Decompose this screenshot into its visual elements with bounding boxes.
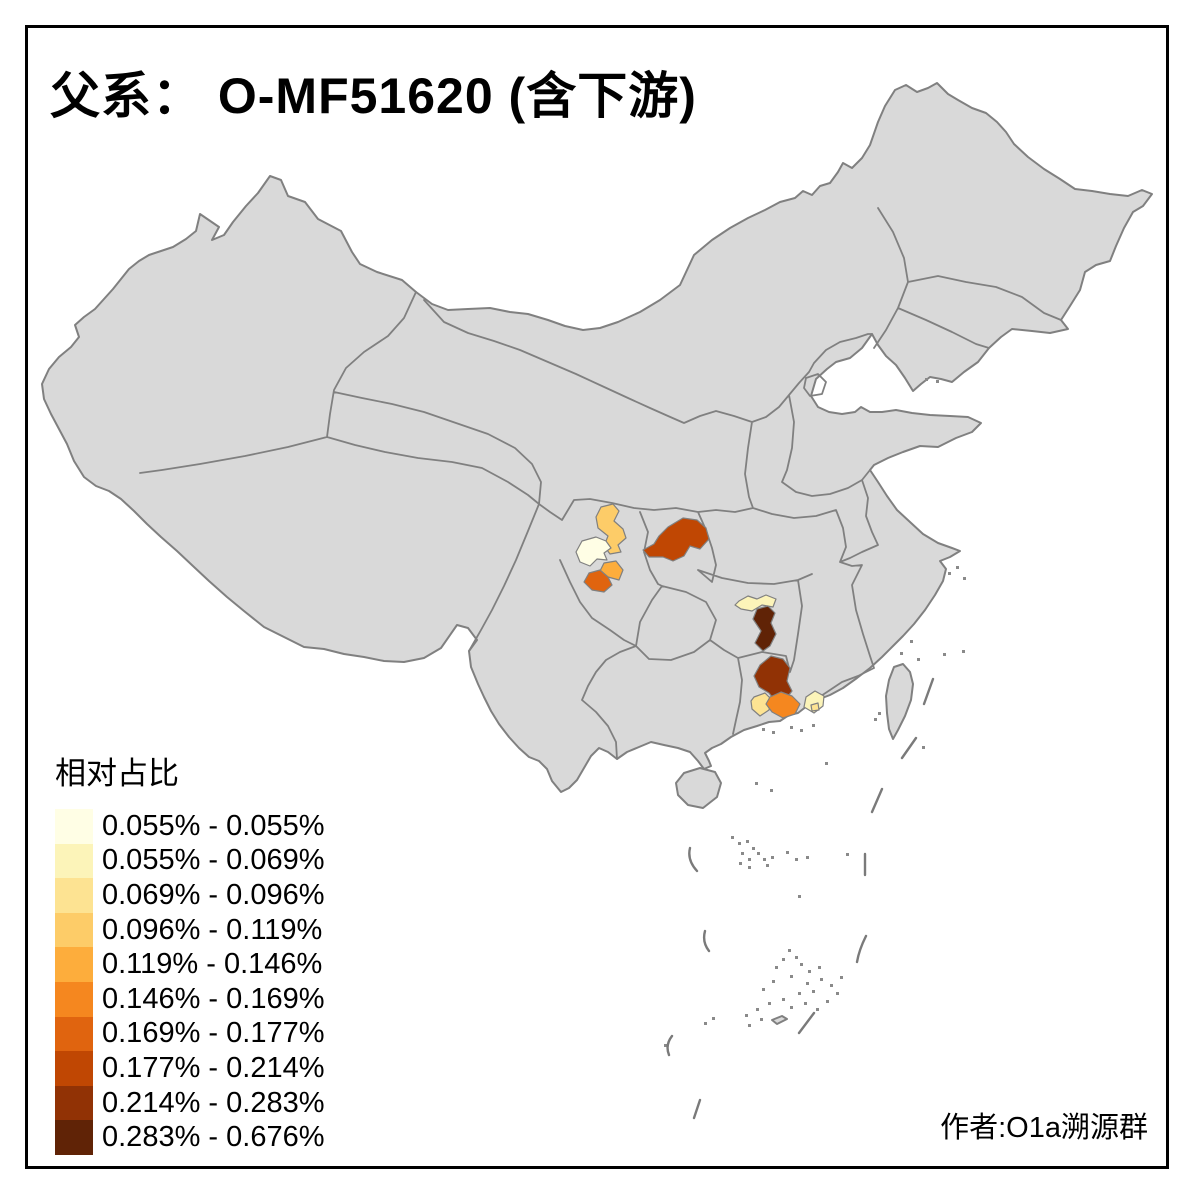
- legend-swatch: [55, 912, 93, 948]
- page-title: 父系： O-MF51620 (含下游): [50, 68, 697, 124]
- province-borders: [139, 207, 1062, 760]
- legend-label: 0.055% - 0.055%: [102, 809, 325, 842]
- region-guangdong-west: [750, 692, 772, 717]
- legend-item: 0.169% - 0.177%: [55, 1016, 325, 1052]
- region-guangdong-east-inner: [810, 702, 820, 712]
- legend-label: 0.283% - 0.676%: [102, 1121, 325, 1154]
- legend-label: 0.146% - 0.169%: [102, 982, 325, 1015]
- legend-item: 0.119% - 0.146%: [55, 947, 324, 982]
- region-hunan-central: [752, 605, 777, 652]
- region-sichuan-north: [595, 503, 627, 555]
- legend-item: 0.055% - 0.069%: [55, 843, 325, 879]
- legend-item: 0.283% - 0.676%: [55, 1120, 324, 1155]
- region-chongqing: [642, 517, 710, 562]
- legend-swatch: [55, 1085, 93, 1121]
- legend-swatch: [55, 843, 93, 879]
- region-hunan-north: [734, 594, 777, 612]
- legend-title: 相对占比: [55, 756, 179, 791]
- hainan-island: [675, 767, 722, 809]
- legend-item: 0.214% - 0.283%: [55, 1085, 325, 1121]
- legend-swatch: [55, 981, 93, 1017]
- legend-item: 0.146% - 0.169%: [55, 981, 325, 1017]
- region-chengdu-southwest: [583, 569, 613, 593]
- legend-item: 0.096% - 0.119%: [55, 912, 324, 948]
- legend-item: 0.069% - 0.096%: [55, 878, 324, 913]
- legend-swatch: [55, 947, 93, 982]
- legend-label: 0.169% - 0.177%: [102, 1017, 325, 1050]
- legend-item: 0.055% - 0.055%: [55, 809, 324, 844]
- legend-item: 0.177% - 0.214%: [55, 1051, 324, 1086]
- legend-label: 0.069% - 0.096%: [102, 878, 325, 911]
- legend-label: 0.055% - 0.069%: [102, 844, 325, 877]
- spratly-islet: [771, 1015, 788, 1025]
- legend-swatch: [55, 1120, 93, 1155]
- mainland-china: [41, 82, 1153, 793]
- colored-regions: [575, 503, 825, 719]
- legend-label: 0.096% - 0.119%: [102, 913, 323, 946]
- region-sichuan-west: [575, 536, 612, 567]
- legend-swatch: [55, 1016, 93, 1052]
- taiwan-island: [885, 663, 914, 740]
- legend-swatch: [55, 1051, 93, 1086]
- legend-label: 0.119% - 0.146%: [102, 948, 323, 981]
- legend-swatch: [55, 809, 93, 844]
- legend-label: 0.214% - 0.283%: [102, 1086, 325, 1119]
- legend: 相对占比 0.055% - 0.055% 0.055% - 0.069% 0.0…: [55, 748, 324, 1155]
- author-credit: 作者:O1a溯源群: [940, 1112, 1148, 1144]
- nine-dash-line: [666, 677, 935, 1120]
- legend-label: 0.177% - 0.214%: [102, 1051, 325, 1084]
- region-guangdong-central: [765, 691, 801, 719]
- plot-frame: [25, 25, 1169, 1169]
- legend-swatch: [55, 878, 93, 913]
